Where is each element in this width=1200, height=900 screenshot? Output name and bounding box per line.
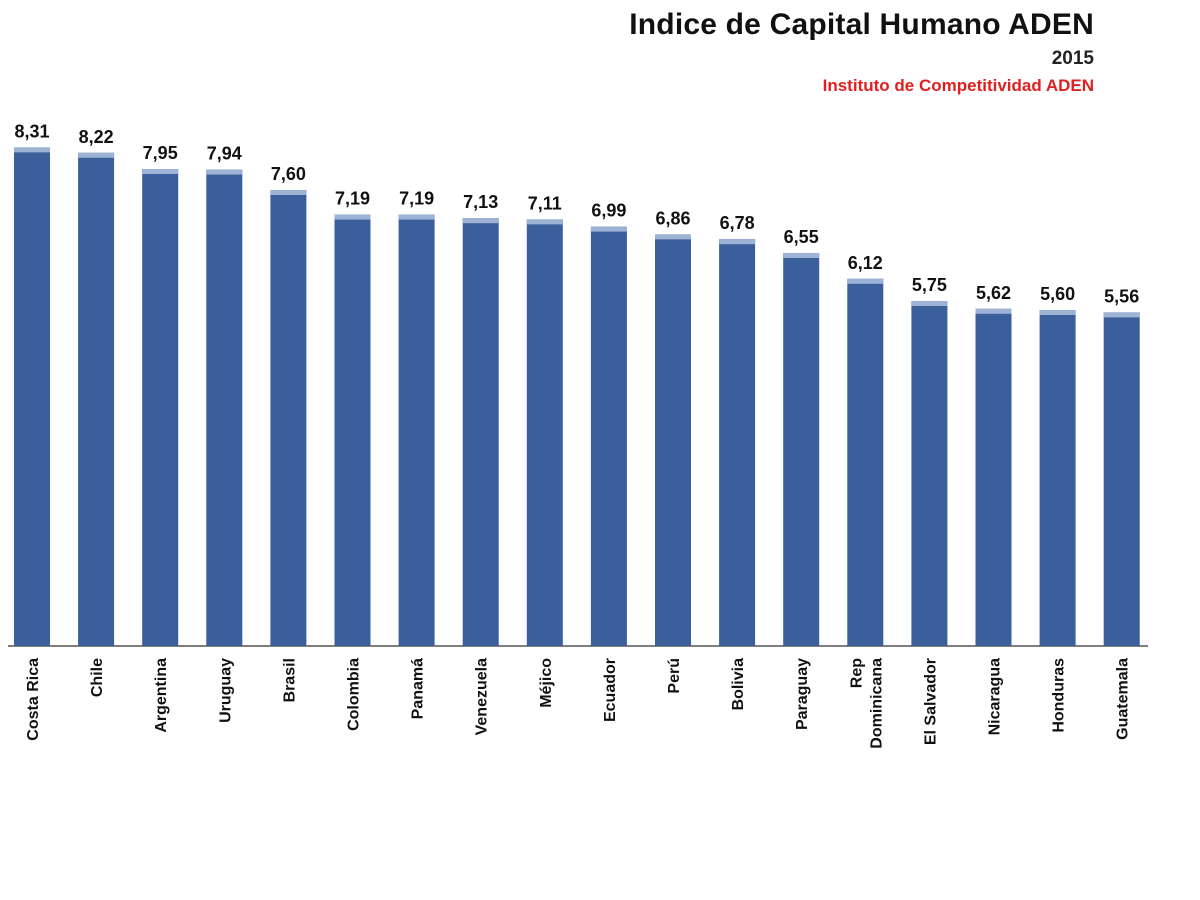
- bar-group: 6,12 Rep Dominicana: [847, 253, 885, 749]
- bar: [398, 214, 435, 646]
- bar-group: 8,31 Costa Rica: [14, 121, 50, 741]
- bar: [78, 152, 115, 647]
- data-label: 7,95: [143, 143, 178, 163]
- chart-title: Indice de Capital Humano ADEN: [629, 8, 1094, 41]
- category-label: Ecuador: [602, 658, 619, 722]
- bar-top-highlight: [142, 169, 179, 174]
- category-label: Bolivia: [730, 658, 747, 711]
- bar: [526, 219, 563, 646]
- data-label: 8,22: [79, 127, 114, 147]
- data-label: 8,31: [14, 121, 49, 141]
- bar-top-highlight: [1103, 312, 1140, 318]
- category-label: Guatemala: [1115, 658, 1132, 740]
- category-label: Costa Rica: [25, 658, 42, 741]
- data-label: 7,60: [271, 164, 306, 184]
- bar-top-highlight: [911, 301, 948, 306]
- data-label: 5,60: [1040, 284, 1075, 304]
- bar-group: 7,19 Panamá: [398, 189, 435, 719]
- bar: [783, 253, 820, 646]
- bar-top-highlight: [334, 214, 371, 220]
- bar-group: 7,13 Venezuela: [462, 192, 499, 735]
- bar-group: 5,60 Honduras: [1039, 284, 1076, 733]
- bar-top-highlight: [1039, 310, 1076, 315]
- data-label: 7,19: [399, 189, 434, 209]
- category-label: Nicaragua: [987, 658, 1004, 735]
- bar: [142, 169, 179, 646]
- data-label: 7,19: [335, 189, 370, 209]
- category-label: Argentina: [153, 658, 170, 733]
- category-label: Venezuela: [474, 658, 491, 735]
- bar-group: 5,56 Guatemala: [1103, 286, 1140, 740]
- bar-top-highlight: [206, 169, 243, 175]
- category-label: Uruguay: [217, 658, 234, 723]
- bar-top-highlight: [719, 239, 756, 245]
- bar: [847, 278, 884, 646]
- data-label: 6,99: [591, 201, 626, 221]
- bar-group: 7,60 Brasil: [270, 164, 307, 702]
- bar-group: 6,55 Paraguay: [783, 227, 820, 730]
- bar-group: 6,86 Perú: [655, 208, 691, 694]
- category-label: El Salvador: [922, 658, 939, 745]
- bar: [206, 169, 243, 646]
- bar-group: 8,22 Chile: [78, 127, 115, 697]
- bar: [14, 147, 50, 646]
- bar: [975, 308, 1012, 646]
- bar: [1103, 312, 1140, 646]
- bar-top-highlight: [270, 190, 307, 195]
- bar-top-highlight: [590, 226, 627, 232]
- bar-top-highlight: [78, 152, 115, 158]
- bar-group: 7,11 Méjico: [526, 193, 563, 708]
- bar-group: 6,99 Ecuador: [590, 201, 627, 722]
- category-label: Paraguay: [794, 658, 811, 730]
- data-label: 6,78: [720, 213, 755, 233]
- bar-top-highlight: [462, 218, 499, 224]
- bar-group: 6,78 Bolivia: [719, 213, 756, 711]
- bar-top-highlight: [783, 253, 820, 258]
- category-label: Chile: [89, 658, 106, 697]
- bar-top-highlight: [847, 278, 884, 284]
- data-label: 7,13: [463, 192, 498, 212]
- bar-top-highlight: [398, 214, 435, 220]
- bar: [1039, 310, 1076, 646]
- bar: [590, 226, 627, 646]
- category-label: Colombia: [346, 658, 363, 731]
- bar-group: 7,95 Argentina: [142, 143, 179, 733]
- data-label: 6,86: [655, 208, 690, 228]
- chart-titles: Indice de Capital Humano ADEN 2015 Insti…: [629, 8, 1094, 96]
- data-label: 6,55: [784, 227, 819, 247]
- bar: [270, 190, 307, 646]
- category-label: Brasil: [281, 658, 298, 702]
- bar: [462, 218, 499, 646]
- bar: [719, 239, 756, 646]
- data-label: 7,11: [528, 193, 562, 213]
- bar-group: 7,19 Colombia: [334, 189, 371, 731]
- data-label: 5,62: [976, 283, 1011, 303]
- bar-top-highlight: [655, 234, 691, 240]
- data-label: 7,94: [207, 144, 242, 164]
- data-label: 6,12: [848, 253, 883, 273]
- data-label: 5,75: [912, 275, 947, 295]
- bar: [334, 214, 371, 646]
- category-label: Panamá: [410, 658, 427, 719]
- category-label: Perú: [666, 658, 683, 694]
- bar-top-highlight: [526, 219, 563, 225]
- chart-subtitle: 2015: [1051, 48, 1094, 69]
- data-label: 5,56: [1104, 286, 1139, 306]
- bar: [655, 234, 691, 646]
- category-label: Honduras: [1051, 658, 1068, 733]
- category-label: Méjico: [538, 658, 555, 708]
- bar-top-highlight: [14, 147, 50, 153]
- category-label: Rep Dominicana: [848, 658, 885, 749]
- bar-group: 5,75 El Salvador: [911, 275, 948, 745]
- bar-group: 5,62 Nicaragua: [975, 283, 1012, 735]
- bar-group: 7,94 Uruguay: [206, 144, 243, 723]
- bar: [911, 301, 948, 646]
- chart-source: Instituto de Competitividad ADEN: [822, 76, 1094, 95]
- bar-top-highlight: [975, 308, 1012, 314]
